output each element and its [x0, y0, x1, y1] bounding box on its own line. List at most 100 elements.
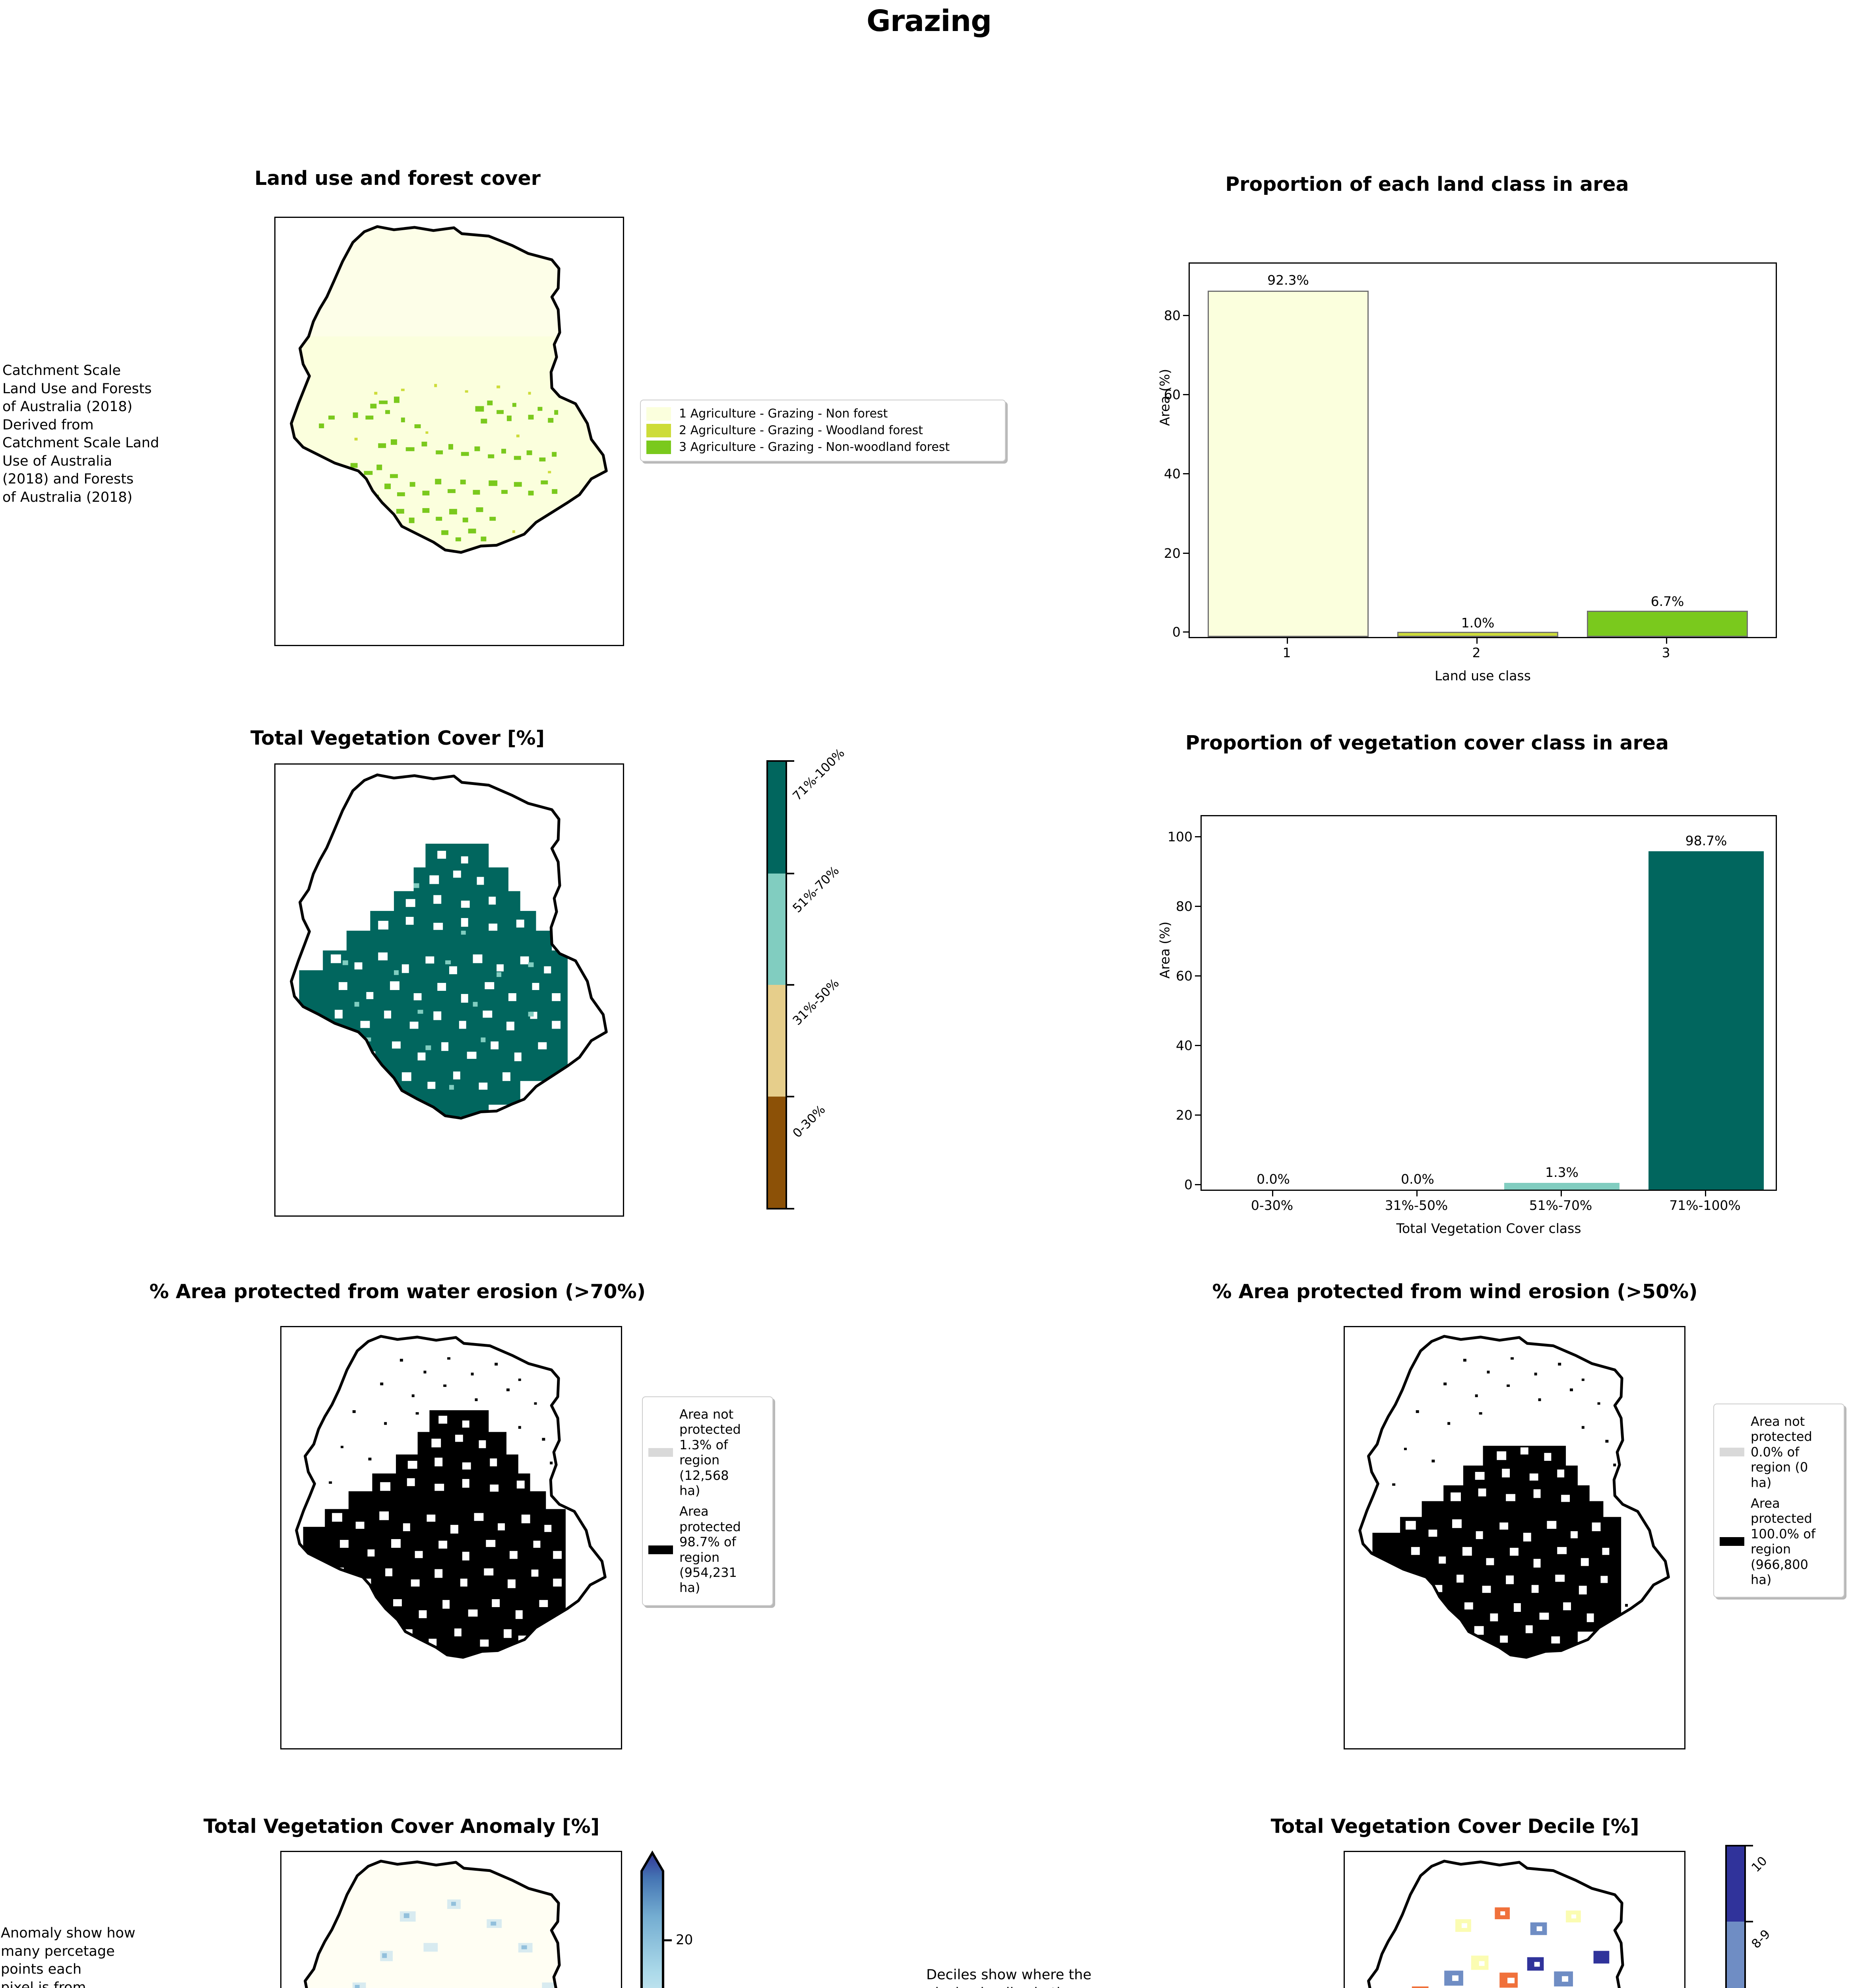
legend-item: Area not protected 0.0% of region (0 ha)	[1720, 1414, 1838, 1490]
decile-explanation-note: Deciles show where the pixel value lies …	[926, 1967, 1092, 1988]
map-area-protected-wind-erosion[interactable]	[1344, 1326, 1685, 1749]
legend-swatch-protected	[648, 1545, 673, 1554]
legend-label-protected: Area protected 100.0% of region (966,800…	[1751, 1495, 1816, 1587]
region-outline-svg	[1358, 1335, 1670, 1659]
legend-item: Area protected 100.0% of region (966,800…	[1720, 1496, 1838, 1587]
legend-item: 3 Agriculture - Grazing - Non-woodland f…	[646, 440, 999, 454]
colorbar-segment-71-100	[768, 762, 785, 874]
legend-swatch-not-protected	[1720, 1447, 1744, 1456]
colorbar-label-0-30: 0-30%	[790, 1102, 828, 1141]
chart2-bar-71-100[interactable]	[1649, 851, 1764, 1190]
chart1-xtick: 3	[1662, 645, 1670, 660]
legend-label-class3: 3 Agriculture - Grazing - Non-woodland f…	[679, 440, 950, 454]
legend-label-class2: 2 Agriculture - Grazing - Woodland fores…	[679, 423, 923, 437]
colorbar-decile-label-8-9: 8-9	[1749, 1927, 1773, 1951]
legend-label-class1: 1 Agriculture - Grazing - Non forest	[679, 407, 888, 421]
chart2-bar-label-0-30: 0.0%	[1257, 1171, 1290, 1187]
chart1-ytick: 20	[1164, 546, 1181, 561]
legend-swatch-protected	[1720, 1537, 1744, 1546]
colorbar-label-71-100: 71%-100%	[790, 746, 848, 804]
chart1-bar-2[interactable]	[1397, 632, 1558, 637]
colorbar-segment-51-70	[768, 873, 785, 985]
panel-title-land-use: Land use and forest cover	[254, 167, 541, 190]
map-total-vegetation-cover[interactable]	[274, 763, 624, 1217]
colorbar-label-51-70: 51%-70%	[790, 863, 842, 916]
land-use-source-note: Catchment Scale Land Use and Forests of …	[2, 363, 159, 505]
chart2-xlabel: Total Vegetation Cover class	[1396, 1221, 1581, 1236]
chart-proportion-veg-cover-class[interactable]: Area (%) 0 20 40 60 80 100 0.0% 0.0% 1.3…	[1145, 767, 1789, 1236]
legend-item: Area not protected 1.3% of region (12,56…	[648, 1407, 767, 1498]
chart1-xlabel: Land use class	[1435, 668, 1531, 683]
chart2-xtick: 0-30%	[1251, 1198, 1294, 1213]
legend-label-not-protected: Area not protected 1.3% of region (12,56…	[679, 1407, 741, 1498]
chart1-ytick: 40	[1164, 466, 1181, 481]
chart-title-veg-cover-class: Proportion of vegetation cover class in …	[1185, 732, 1669, 754]
legend-label-protected: Area protected 98.7% of region (954,231 …	[679, 1504, 741, 1596]
chart2-bar-51-70[interactable]	[1504, 1183, 1619, 1190]
chart2-ytick: 60	[1176, 968, 1193, 984]
legend-swatch-class3	[646, 440, 671, 454]
chart2-xtick: 51%-70%	[1529, 1198, 1592, 1213]
chart-title-land-class: Proportion of each land class in area	[1225, 173, 1629, 196]
chart1-ytick: 80	[1164, 308, 1181, 323]
region-outline-svg	[295, 1335, 607, 1659]
legend-item: Area protected 98.7% of region (954,231 …	[648, 1504, 767, 1595]
colorbar-decile[interactable]	[1725, 1845, 1753, 1988]
legend-item: 2 Agriculture - Grazing - Woodland fores…	[646, 423, 999, 438]
legend-swatch-not-protected	[648, 1448, 673, 1457]
colorbar-segment-31-50	[768, 985, 785, 1097]
colorbar-segment-10	[1727, 1846, 1744, 1922]
chart1-xtick: 1	[1282, 645, 1291, 660]
chart2-bar-label-51-70: 1.3%	[1545, 1165, 1579, 1180]
legend-wind-erosion-protection[interactable]: Area not protected 0.0% of region (0 ha)…	[1713, 1404, 1844, 1598]
colorbar-label-31-50: 31%-50%	[790, 976, 842, 1028]
chart2-ytick: 100	[1168, 829, 1193, 845]
map-total-vegetation-cover-decile[interactable]	[1344, 1851, 1685, 1988]
panel-title-water-erosion: % Area protected from water erosion (>70…	[149, 1280, 646, 1303]
chart2-ytick: 40	[1176, 1038, 1193, 1053]
anomaly-explanation-note: Anomaly show how many percetage points e…	[1, 1925, 136, 1988]
chart2-ytick: 20	[1176, 1107, 1193, 1123]
colorbar-anomaly-tick-20: 20	[676, 1932, 693, 1948]
region-outline-svg	[1360, 1860, 1669, 1988]
map-land-use-forest-cover[interactable]	[274, 217, 624, 646]
chart2-ytick: 80	[1176, 899, 1193, 914]
chart1-ytick: 60	[1164, 387, 1181, 402]
colorbar-anomaly-svg	[640, 1850, 672, 1988]
legend-item: 1 Agriculture - Grazing - Non forest	[646, 407, 999, 421]
legend-land-use-classes[interactable]: 1 Agriculture - Grazing - Non forest 2 A…	[640, 400, 1006, 462]
chart2-ytick: 0	[1184, 1177, 1193, 1192]
chart1-bar-label-3: 6.7%	[1650, 594, 1684, 609]
chart2-plot-area: 0.0% 0.0% 1.3% 98.7%	[1201, 815, 1777, 1191]
chart-proportion-land-class[interactable]: Area (%) 0 20 40 60 80 92.3% 1.0% 6.7% 1…	[1145, 215, 1789, 683]
page-title: Grazing	[866, 4, 992, 38]
colorbar-decile-label-10: 10	[1749, 1854, 1770, 1875]
colorbar-anomaly-wrapper[interactable]: 20 10 0 −10 −20	[639, 1845, 711, 1988]
legend-water-erosion-protection[interactable]: Area not protected 1.3% of region (12,56…	[642, 1396, 773, 1606]
chart2-bar-label-31-50: 0.0%	[1401, 1171, 1434, 1187]
legend-swatch-class1	[646, 407, 671, 421]
chart2-xtick: 71%-100%	[1669, 1198, 1741, 1213]
map-total-vegetation-cover-anomaly[interactable]	[280, 1851, 622, 1988]
chart1-bar-1[interactable]	[1208, 291, 1369, 637]
chart2-bar-label-71-100: 98.7%	[1685, 833, 1727, 848]
legend-swatch-class2	[646, 424, 671, 438]
panel-title-wind-erosion: % Area protected from wind erosion (>50%…	[1212, 1280, 1698, 1303]
region-outline-svg	[296, 1860, 605, 1988]
colorbar-total-vegetation-cover[interactable]	[766, 760, 794, 1209]
region-outline-svg	[290, 773, 608, 1120]
colorbar-segment-0-30	[768, 1096, 785, 1208]
region-outline-svg	[290, 225, 608, 554]
chart1-bar-3[interactable]	[1587, 611, 1748, 637]
panel-title-decile: Total Vegetation Cover Decile [%]	[1270, 1815, 1639, 1838]
colorbar-segment-8-9	[1727, 1922, 1744, 1988]
chart2-xtick: 31%-50%	[1385, 1198, 1448, 1213]
chart1-ytick: 0	[1172, 624, 1181, 640]
panel-title-anomaly: Total Vegetation Cover Anomaly [%]	[203, 1815, 600, 1838]
panel-title-total-veg-cover: Total Vegetation Cover [%]	[250, 727, 545, 749]
chart1-bar-label-2: 1.0%	[1461, 615, 1495, 631]
map-area-protected-water-erosion[interactable]	[280, 1326, 622, 1749]
legend-label-not-protected: Area not protected 0.0% of region (0 ha)	[1751, 1414, 1812, 1490]
chart1-bar-label-1: 92.3%	[1267, 272, 1309, 288]
chart1-xtick: 2	[1472, 645, 1481, 660]
